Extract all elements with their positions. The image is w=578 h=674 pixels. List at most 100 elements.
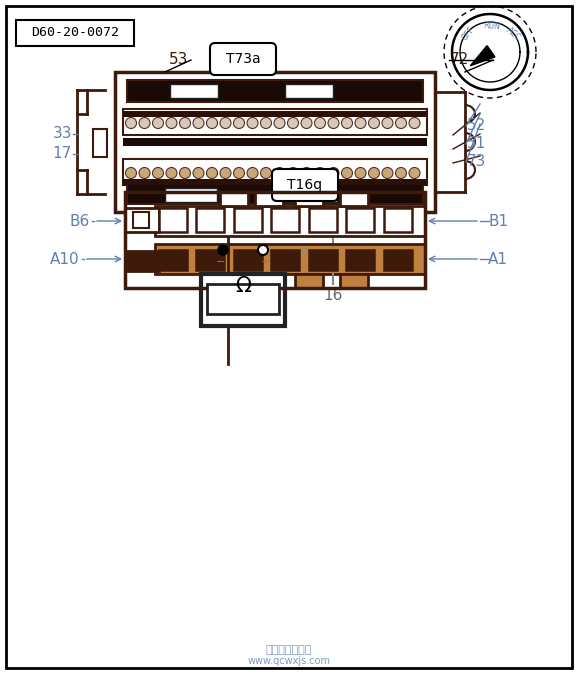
Circle shape (342, 117, 353, 129)
Bar (384, 208, 412, 232)
Text: +: + (260, 257, 270, 267)
Text: T16q: T16q (287, 178, 323, 192)
Circle shape (314, 117, 325, 129)
Circle shape (369, 117, 380, 129)
Circle shape (247, 117, 258, 129)
Bar (255, 274, 283, 288)
Circle shape (139, 168, 150, 179)
Circle shape (220, 168, 231, 179)
Bar (123, 111, 427, 117)
Circle shape (382, 168, 393, 179)
Bar (127, 184, 423, 204)
Bar (234, 208, 262, 232)
Bar (346, 208, 374, 232)
Bar (123, 159, 427, 185)
Circle shape (369, 168, 380, 179)
Bar (159, 250, 187, 270)
Bar (384, 250, 412, 270)
Circle shape (382, 117, 393, 129)
Circle shape (193, 117, 204, 129)
Circle shape (342, 168, 353, 179)
Circle shape (355, 117, 366, 129)
Circle shape (314, 168, 325, 179)
Text: D60-20-0072: D60-20-0072 (31, 26, 119, 40)
Text: 16: 16 (323, 288, 343, 303)
Text: www.qcwxjs.com: www.qcwxjs.com (247, 656, 331, 666)
Bar (155, 206, 425, 236)
Bar (346, 250, 374, 270)
Text: 51: 51 (467, 137, 486, 152)
Bar (295, 274, 323, 288)
Text: OFF: OFF (460, 26, 476, 42)
Circle shape (328, 117, 339, 129)
Bar (271, 250, 299, 270)
Circle shape (166, 168, 177, 179)
Text: B6: B6 (70, 214, 90, 228)
Circle shape (180, 117, 191, 129)
Bar (159, 208, 187, 232)
Bar (295, 192, 323, 206)
Bar (123, 179, 427, 185)
Circle shape (139, 117, 150, 129)
Circle shape (274, 117, 285, 129)
Circle shape (395, 117, 406, 129)
Bar (125, 192, 425, 288)
Circle shape (258, 245, 268, 255)
Text: 53: 53 (169, 53, 188, 67)
Circle shape (409, 117, 420, 129)
Circle shape (125, 168, 136, 179)
Bar (155, 244, 425, 274)
Text: −: − (216, 257, 225, 267)
Circle shape (395, 168, 406, 179)
Bar (93, 129, 107, 157)
Circle shape (220, 117, 231, 129)
Circle shape (355, 168, 366, 179)
Bar (220, 274, 248, 288)
FancyBboxPatch shape (210, 43, 276, 75)
Circle shape (206, 117, 217, 129)
Polygon shape (470, 46, 495, 66)
Bar (127, 80, 423, 102)
Bar (125, 208, 159, 232)
Bar (16, 20, 134, 46)
Bar (115, 72, 435, 212)
Circle shape (287, 117, 298, 129)
Circle shape (234, 168, 244, 179)
Bar (340, 274, 368, 288)
Circle shape (409, 168, 420, 179)
Bar (271, 208, 299, 232)
Text: 1: 1 (223, 248, 233, 263)
Bar (125, 251, 159, 271)
Text: Ω: Ω (235, 276, 251, 296)
Circle shape (274, 168, 285, 179)
Text: 汽车维修技术网: 汽车维修技术网 (266, 645, 312, 655)
Bar (207, 284, 279, 314)
Text: A1: A1 (488, 251, 508, 266)
Bar (196, 208, 224, 232)
Text: 72: 72 (450, 53, 469, 67)
Bar (123, 138, 427, 146)
Text: A10: A10 (50, 251, 80, 266)
Text: ACC: ACC (505, 26, 523, 42)
Circle shape (247, 168, 258, 179)
Bar (196, 250, 224, 270)
Text: 33: 33 (53, 127, 72, 142)
Bar (123, 109, 427, 135)
Text: 73: 73 (467, 154, 486, 169)
Circle shape (218, 245, 228, 255)
Circle shape (261, 168, 272, 179)
Circle shape (153, 168, 164, 179)
Circle shape (261, 117, 272, 129)
Text: 17: 17 (53, 146, 72, 162)
Text: 52: 52 (467, 119, 486, 133)
Circle shape (234, 117, 244, 129)
Circle shape (301, 168, 312, 179)
Text: RUN: RUN (483, 21, 501, 31)
Circle shape (206, 168, 217, 179)
Text: T73a: T73a (225, 52, 260, 66)
Bar (201, 274, 285, 326)
Bar (309, 208, 337, 232)
Circle shape (193, 168, 204, 179)
Bar (234, 250, 262, 270)
Circle shape (166, 117, 177, 129)
